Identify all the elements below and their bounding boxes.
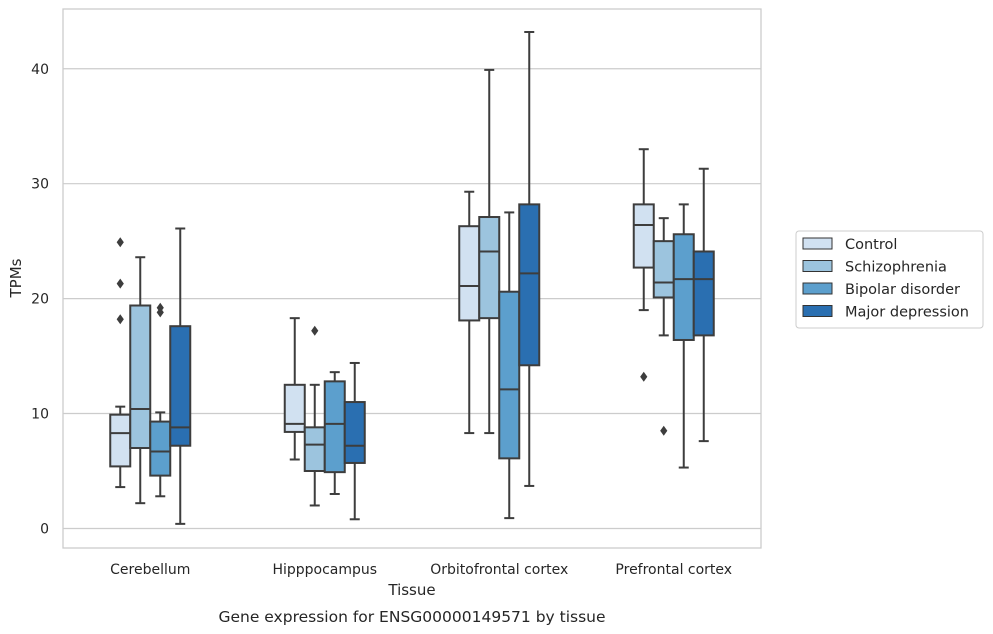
box-bipolar-disorder-0 <box>149 302 172 498</box>
box-iqr <box>283 383 306 433</box>
legend-item: Bipolar disorder <box>802 282 960 298</box>
plot-frame <box>62 8 762 549</box>
x-tick-label: Prefrontal cortex <box>615 562 732 578</box>
box-iqr <box>692 250 715 337</box>
legend-swatch <box>802 237 833 250</box>
legend-item: Schizophrenia <box>802 260 947 276</box>
legend: Control Schizophrenia Bipolar disorder Majo… <box>795 230 984 329</box>
outlier-point <box>116 278 124 289</box>
box-major-depression-1 <box>343 361 366 521</box>
box-schizophrenia-3 <box>652 217 675 436</box>
box-iqr <box>129 304 152 450</box>
box-control-0 <box>109 237 132 489</box>
box-iqr <box>518 203 541 367</box>
legend-frame <box>795 230 984 329</box>
box-major-depression-3 <box>692 167 715 443</box>
legend-item: Major depression <box>802 305 969 321</box>
x-tick-label: Cerebellum <box>110 562 190 578</box>
outlier-point <box>640 371 648 382</box>
y-tick-label: 20 <box>31 292 49 308</box>
outlier-point <box>660 425 668 436</box>
box-iqr <box>303 426 326 473</box>
box-iqr <box>169 325 192 447</box>
legend-label: Bipolar disorder <box>845 282 960 298</box>
box-schizophrenia-2 <box>478 68 501 435</box>
box-iqr <box>343 401 366 464</box>
y-tick-label: 10 <box>31 407 49 423</box>
y-tick-label: 30 <box>31 177 49 193</box>
legend-label: Major depression <box>845 305 969 321</box>
y-tick-label: 0 <box>40 521 49 537</box>
box-iqr <box>652 240 675 299</box>
box-iqr <box>478 216 501 320</box>
box-control-3 <box>632 148 655 382</box>
outlier-point <box>116 237 124 248</box>
box-major-depression-0 <box>169 227 192 525</box>
box-iqr <box>109 413 132 468</box>
x-tick-label: Hipppocampus <box>272 562 377 578</box>
outlier-point <box>311 325 319 336</box>
box-bipolar-disorder-2 <box>498 211 521 520</box>
legend-swatch <box>802 305 833 317</box>
box-iqr <box>323 380 346 474</box>
box-bipolar-disorder-3 <box>672 203 695 469</box>
y-tick-label: 40 <box>31 62 49 78</box>
legend-swatch <box>802 260 833 272</box>
box-schizophrenia-0 <box>129 256 152 505</box>
legend-label: Schizophrenia <box>845 260 947 276</box>
box-control-1 <box>283 317 306 461</box>
x-axis-label: Tissue <box>387 581 435 599</box>
legend-label: Control <box>845 237 897 253</box>
y-axis-label: TPMs <box>7 258 25 298</box>
box-schizophrenia-1 <box>303 325 326 507</box>
outlier-point <box>156 302 164 313</box>
box-iqr <box>672 233 695 341</box>
box-control-2 <box>458 190 481 435</box>
legend-item: Control <box>802 237 897 253</box>
figure-caption: Gene expression for ENSG00000149571 by t… <box>218 608 605 626</box>
legend-swatch <box>802 282 833 295</box>
x-tick-labels: Cerebellum Hipppocampus Orbitofrontal cort… <box>110 562 732 578</box>
y-tick-labels: 0 10 20 30 40 <box>31 62 49 538</box>
box-bipolar-disorder-1 <box>323 371 346 495</box>
box-iqr <box>458 225 481 322</box>
outlier-point <box>116 314 124 325</box>
box-layer <box>109 30 715 525</box>
box-major-depression-2 <box>518 30 541 487</box>
box-iqr <box>149 420 172 477</box>
box-iqr <box>632 203 655 269</box>
x-tick-label: Orbitofrontal cortex <box>430 562 568 578</box>
box-iqr <box>498 290 521 460</box>
